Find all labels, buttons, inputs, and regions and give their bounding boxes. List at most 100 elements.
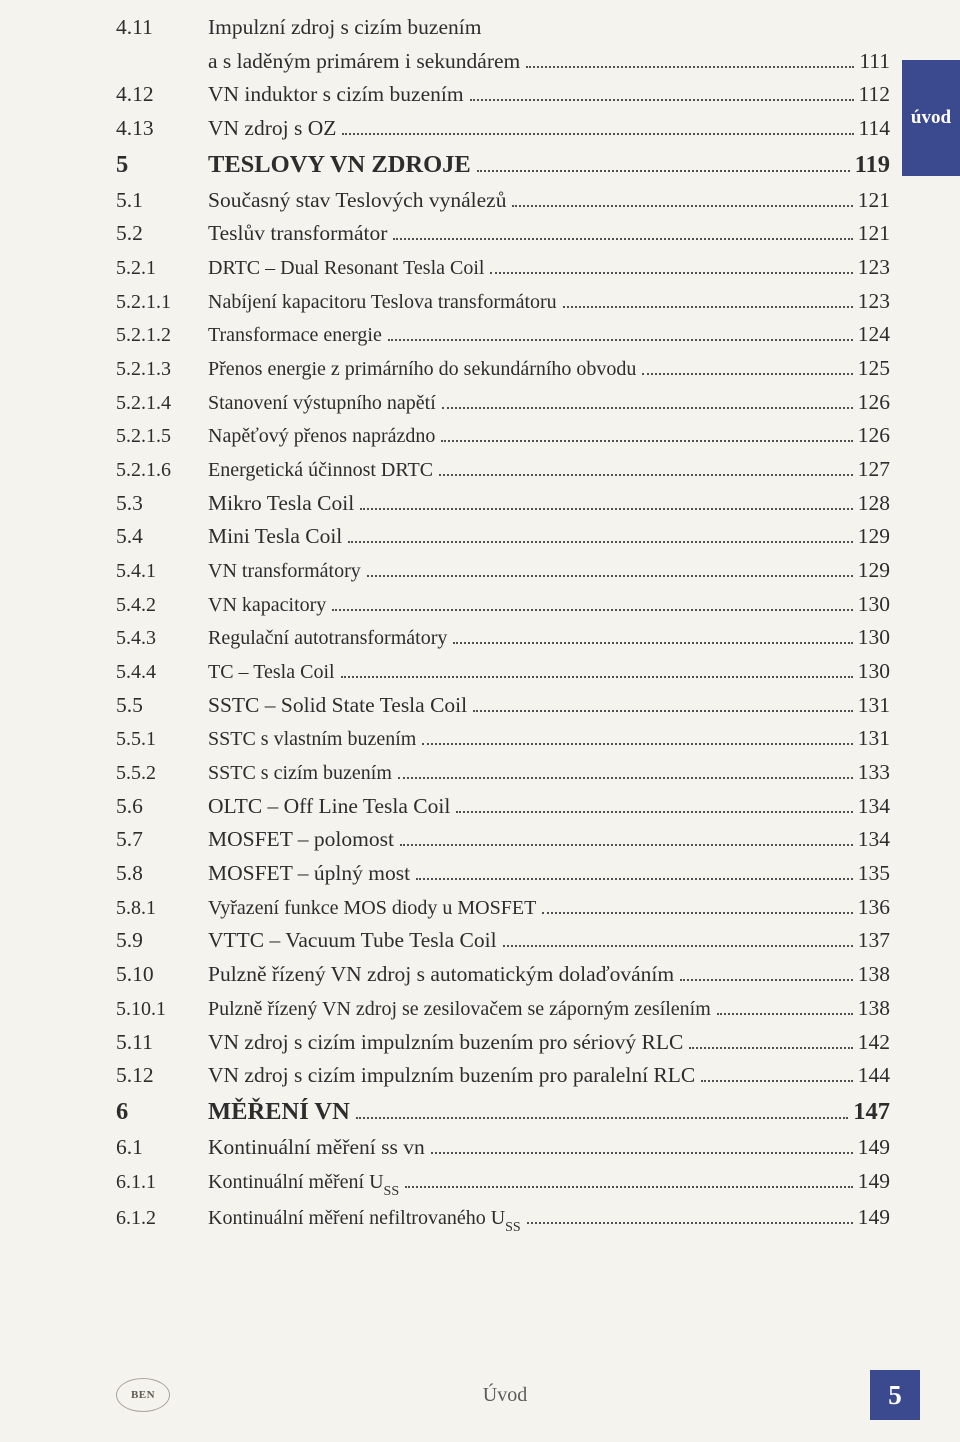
- toc-entry-number: 6.1.2: [116, 1204, 208, 1233]
- toc-entry-number: 4.11: [116, 12, 208, 43]
- toc-entry-page: 130: [858, 589, 890, 620]
- toc-entry-number: 5.2.1.5: [116, 422, 208, 451]
- toc-entry-number: 5.4: [116, 521, 208, 552]
- toc-entry-number: 5.5: [116, 690, 208, 721]
- footer: BEN Úvod 5: [116, 1370, 920, 1420]
- toc-entry-number: 5.3: [116, 488, 208, 519]
- toc-leader-dots: [348, 525, 852, 543]
- toc-entry-page: 138: [858, 959, 890, 990]
- toc-leader-dots: [439, 458, 853, 476]
- toc-entry-number: 5.2.1.6: [116, 456, 208, 485]
- toc-entry: 5.4.3Regulační autotransformátory130: [116, 622, 890, 653]
- toc-entry-number: 5.5.2: [116, 759, 208, 788]
- toc-entry: 5.6OLTC – Off Line Tesla Coil134: [116, 791, 890, 822]
- toc-entry: 5.12VN zdroj s cizím impulzním buzením p…: [116, 1060, 890, 1091]
- toc-entry-number: 5.2: [116, 218, 208, 249]
- toc-entry: 5.1Současný stav Teslových vynálezů121: [116, 185, 890, 216]
- toc-entry-number: 5.7: [116, 824, 208, 855]
- toc-entry-page: 124: [858, 319, 890, 350]
- toc-entry: 4.11Impulzní zdroj s cizím buzením: [116, 12, 890, 43]
- toc-entry: 5.2Teslův transformátor121: [116, 218, 890, 249]
- toc-entry: 6.1Kontinuální měření ss vn149: [116, 1132, 890, 1163]
- toc-entry: 6.1.2Kontinuální měření nefiltrovaného U…: [116, 1202, 890, 1236]
- toc-entry: 5.8MOSFET – úplný most135: [116, 858, 890, 889]
- toc-entry-title: VN induktor s cizím buzením: [208, 79, 464, 110]
- toc-entry-number: 5.2.1.1: [116, 288, 208, 317]
- toc-entry-page: 114: [859, 113, 890, 144]
- toc-entry-page: 131: [858, 690, 890, 721]
- toc-entry: 6MĚŘENÍ VN147: [116, 1094, 890, 1130]
- toc-entry: 5.4.1VN transformátory129: [116, 555, 890, 586]
- toc-entry: 5.2.1.6Energetická účinnost DRTC127: [116, 454, 890, 485]
- toc-entry-page: 129: [858, 521, 890, 552]
- toc-entry-title: Přenos energie z primárního do sekundárn…: [208, 355, 636, 384]
- table-of-contents: 4.11Impulzní zdroj s cizím buzením a s l…: [116, 12, 890, 1237]
- toc-leader-dots: [398, 761, 853, 779]
- toc-leader-dots: [456, 795, 852, 813]
- toc-entry: 5.9VTTC – Vacuum Tube Tesla Coil137: [116, 925, 890, 956]
- toc-leader-dots: [689, 1030, 852, 1048]
- toc-entry-title: Kontinuální měření ss vn: [208, 1132, 425, 1163]
- toc-entry-title: MOSFET – polomost: [208, 824, 394, 855]
- toc-entry: 5.2.1.5Napěťový přenos naprázdno126: [116, 420, 890, 451]
- toc-entry-title: DRTC – Dual Resonant Tesla Coil: [208, 254, 484, 283]
- toc-entry-title: TC – Tesla Coil: [208, 658, 335, 687]
- toc-leader-dots: [642, 357, 852, 375]
- toc-entry-page: 133: [858, 757, 890, 788]
- toc-entry-title: Kontinuální měření USS: [208, 1168, 399, 1200]
- toc-leader-dots: [503, 929, 853, 947]
- toc-entry-page: 135: [858, 858, 890, 889]
- toc-leader-dots: [360, 491, 853, 509]
- toc-leader-dots: [512, 188, 852, 206]
- toc-entry-title: VN transformátory: [208, 557, 361, 586]
- toc-leader-dots: [367, 559, 853, 577]
- toc-entry-number: 5.1: [116, 185, 208, 216]
- toc-entry-title: Současný stav Teslových vynálezů: [208, 185, 506, 216]
- toc-entry-title: Mini Tesla Coil: [208, 521, 342, 552]
- toc-entry: 5.11VN zdroj s cizím impulzním buzením p…: [116, 1027, 890, 1058]
- sidebar-tab-label: úvod: [911, 107, 951, 129]
- toc-entry-title: Kontinuální měření nefiltrovaného USS: [208, 1204, 521, 1236]
- toc-leader-dots: [441, 424, 852, 442]
- toc-entry-number: 5.2.1.4: [116, 389, 208, 418]
- toc-entry-page: 130: [858, 622, 890, 653]
- toc-entry: 5.4Mini Tesla Coil 129: [116, 521, 890, 552]
- toc-entry-title-cont: a s laděným primárem i sekundárem: [208, 46, 520, 77]
- toc-entry-page: 112: [859, 79, 890, 110]
- toc-entry-number: 5.8: [116, 858, 208, 889]
- toc-leader-dots: [490, 256, 852, 274]
- toc-entry: 5TESLOVY VN ZDROJE119: [116, 147, 890, 183]
- toc-leader-dots: [680, 963, 853, 981]
- toc-leader-dots: [342, 117, 853, 135]
- toc-entry: 5.2.1.1Nabíjení kapacitoru Teslova trans…: [116, 286, 890, 317]
- toc-entry-title: VN zdroj s OZ: [208, 113, 336, 144]
- toc-entry-number: 5.5.1: [116, 725, 208, 754]
- toc-leader-dots: [341, 660, 853, 678]
- toc-entry: 5.2.1DRTC – Dual Resonant Tesla Coil123: [116, 252, 890, 283]
- toc-entry-title: Pulzně řízený VN zdroj s automatickým do…: [208, 959, 674, 990]
- toc-entry-number: 6: [116, 1094, 208, 1130]
- toc-entry-title: Pulzně řízený VN zdroj se zesilovačem se…: [208, 995, 711, 1024]
- toc-entry-page: 149: [858, 1202, 890, 1233]
- page-number-box: 5: [870, 1370, 920, 1420]
- toc-entry-number: 5.12: [116, 1060, 208, 1091]
- toc-entry: 5.5.1SSTC s vlastním buzením131: [116, 723, 890, 754]
- toc-entry-page: 129: [858, 555, 890, 586]
- page-number: 5: [888, 1380, 902, 1411]
- toc-leader-dots: [477, 153, 850, 171]
- toc-leader-dots: [701, 1064, 853, 1082]
- toc-entry-page: 128: [858, 488, 890, 519]
- toc-entry-number: 6.1.1: [116, 1168, 208, 1197]
- toc-entry: 5.5.2SSTC s cizím buzením133: [116, 757, 890, 788]
- toc-entry-number: 5.2.1.3: [116, 355, 208, 384]
- toc-entry-page: 111: [859, 46, 890, 77]
- toc-entry-title: Napěťový přenos naprázdno: [208, 422, 435, 451]
- toc-entry: 5.8.1Vyřazení funkce MOS diody u MOSFET1…: [116, 892, 890, 923]
- toc-leader-dots: [470, 83, 854, 101]
- toc-entry-title: Energetická účinnost DRTC: [208, 456, 433, 485]
- toc-entry: 5.2.1.3Přenos energie z primárního do se…: [116, 353, 890, 384]
- toc-entry-page: 138: [858, 993, 890, 1024]
- toc-leader-dots: [453, 626, 852, 644]
- toc-entry-page: 149: [858, 1132, 890, 1163]
- toc-entry-number: 5.9: [116, 925, 208, 956]
